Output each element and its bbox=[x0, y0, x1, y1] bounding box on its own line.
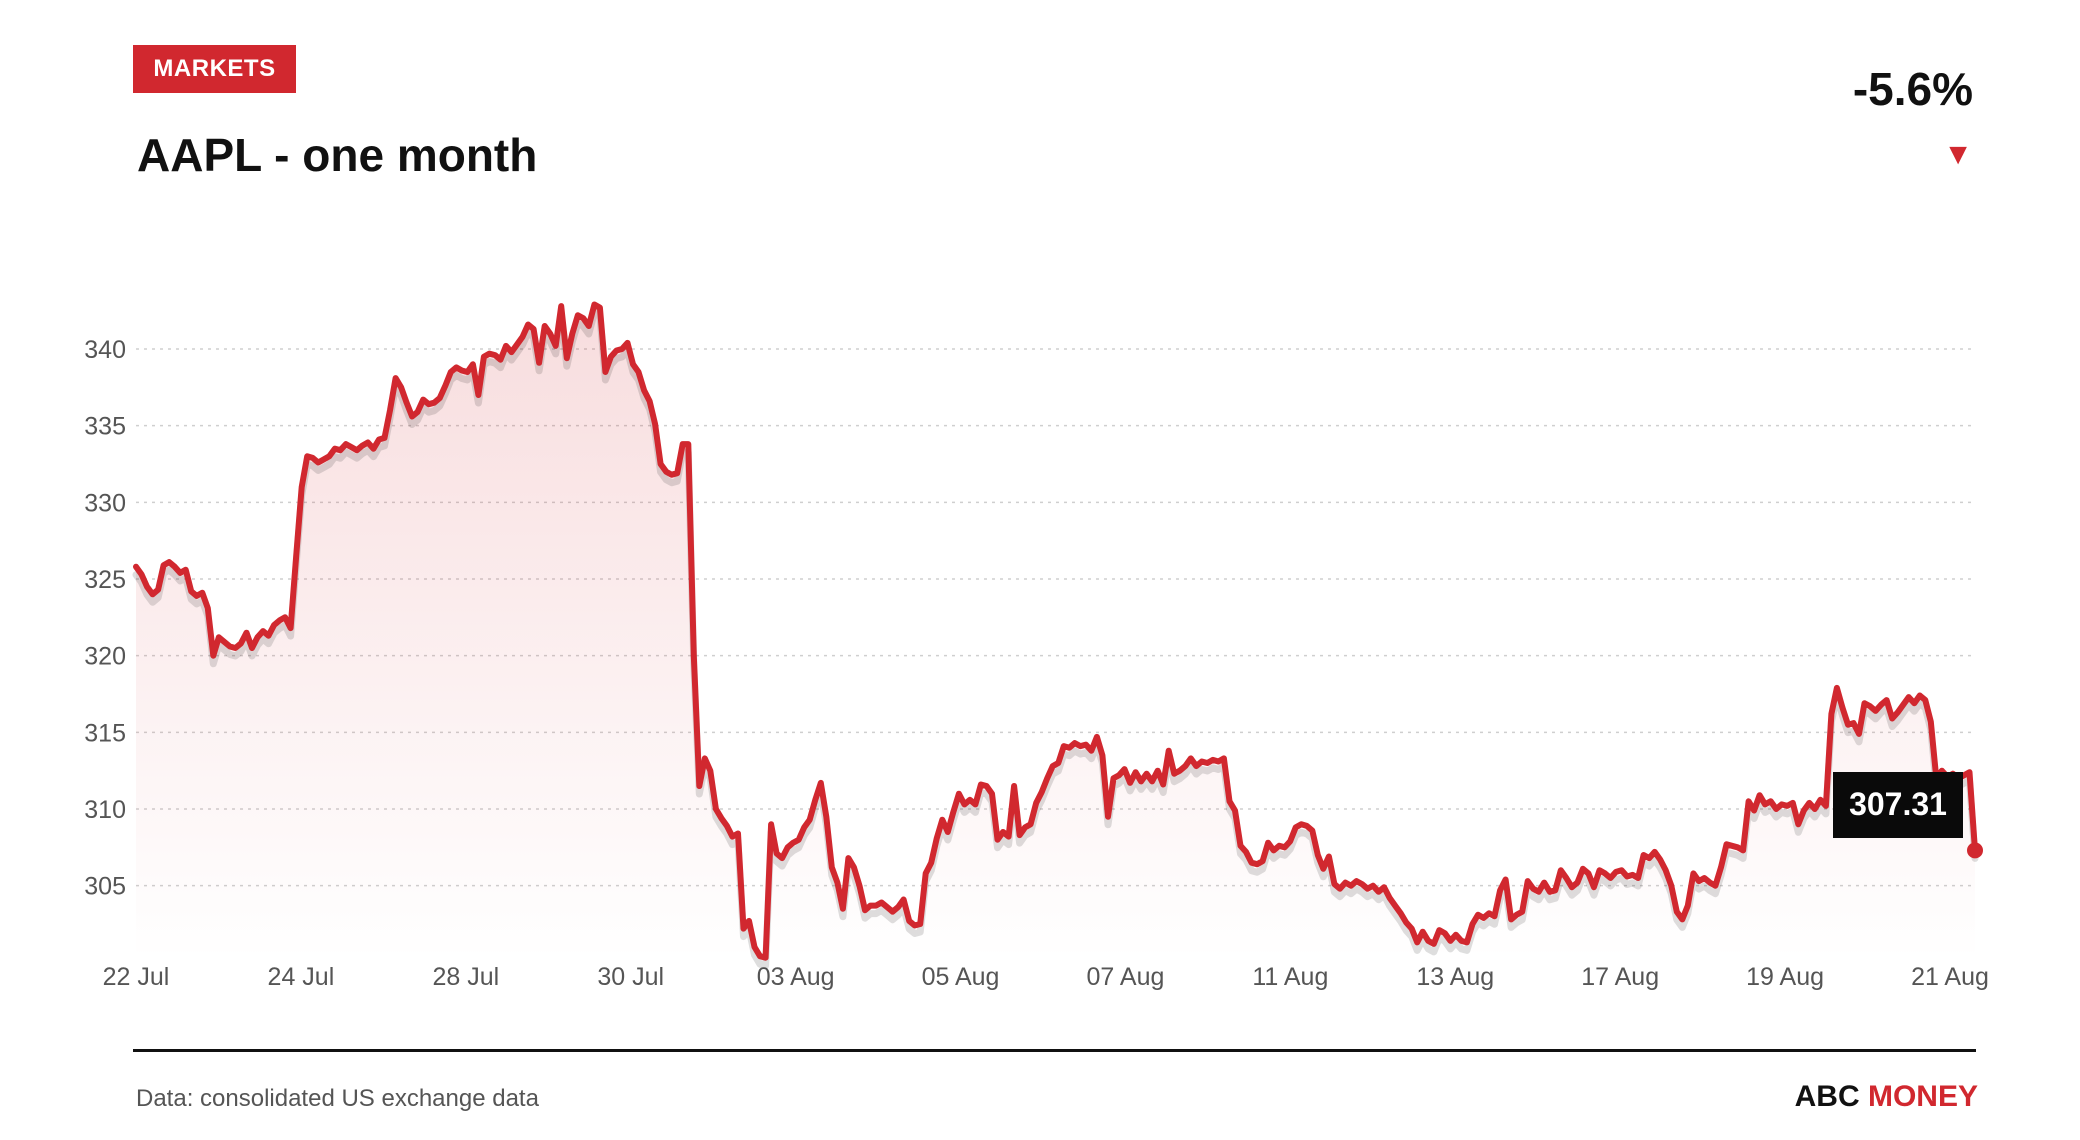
y-tick-label: 315 bbox=[84, 719, 126, 747]
x-tick-label: 17 Aug bbox=[1581, 963, 1659, 991]
last-price-label: 307.31 bbox=[1833, 772, 1963, 838]
y-tick-label: 335 bbox=[84, 413, 126, 441]
percent-change: -5.6% bbox=[1852, 63, 1973, 115]
brand-abc: ABC bbox=[1794, 1080, 1860, 1113]
y-tick-label: 305 bbox=[84, 873, 126, 901]
price-line bbox=[133, 301, 1978, 961]
markets-badge: MARKETS bbox=[133, 45, 296, 93]
last-price-dot bbox=[1967, 842, 1983, 859]
y-tick-label: 325 bbox=[84, 566, 126, 594]
y-axis: 305 310 315 320 325 330 335 340 bbox=[84, 336, 126, 901]
x-tick-label: 28 Jul bbox=[432, 963, 499, 991]
data-source: Data: consolidated US exchange data bbox=[136, 1085, 539, 1112]
x-tick-label: 22 Jul bbox=[103, 963, 170, 991]
x-tick-label: 24 Jul bbox=[268, 963, 335, 991]
x-tick-label: 19 Aug bbox=[1746, 963, 1824, 991]
x-tick-label: 30 Jul bbox=[597, 963, 664, 991]
x-tick-label: 07 Aug bbox=[1087, 963, 1165, 991]
brand-logo: ABC MONEY bbox=[1795, 1080, 1978, 1114]
y-tick-label: 310 bbox=[84, 796, 126, 824]
footer-rule bbox=[133, 1049, 1976, 1052]
y-tick-label: 330 bbox=[84, 489, 126, 517]
x-tick-label: 03 Aug bbox=[757, 963, 835, 991]
chart-title: AAPL - one month bbox=[137, 129, 538, 181]
x-tick-label: 05 Aug bbox=[922, 963, 1000, 991]
down-arrow-icon: ▼ bbox=[1943, 138, 1973, 171]
x-tick-label: 13 Aug bbox=[1416, 963, 1494, 991]
y-tick-label: 320 bbox=[84, 643, 126, 671]
x-tick-label: 11 Aug bbox=[1252, 963, 1328, 991]
brand-money: MONEY bbox=[1867, 1080, 1978, 1113]
last-price-value: 307.31 bbox=[1849, 786, 1947, 822]
price-area bbox=[136, 304, 1975, 961]
y-tick-label: 340 bbox=[84, 336, 126, 364]
x-axis: 22 Jul 24 Jul 28 Jul 30 Jul 03 Aug 05 Aug 07 A… bbox=[103, 963, 1989, 991]
x-tick-label: 21 Aug bbox=[1911, 963, 1989, 991]
